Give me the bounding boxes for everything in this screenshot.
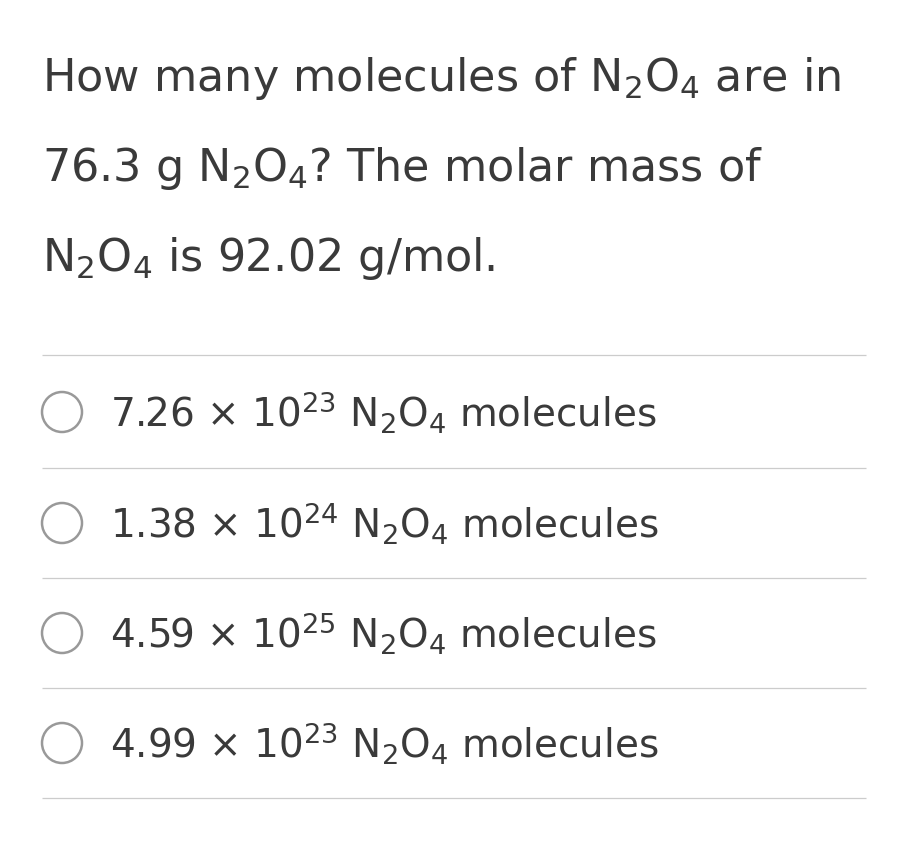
Text: How many molecules of $\mathregular{N_2O_4}$ are in: How many molecules of $\mathregular{N_2O… bbox=[42, 55, 841, 102]
Text: $\mathregular{N_2O_4}$ is 92.02 g/mol.: $\mathregular{N_2O_4}$ is 92.02 g/mol. bbox=[42, 235, 496, 282]
Text: 76.3 g $\mathregular{N_2O_4}$? The molar mass of: 76.3 g $\mathregular{N_2O_4}$? The molar… bbox=[42, 145, 763, 192]
Text: 4.59 $\times$ 10$^{25}$ $\mathregular{N_2O_4}$ molecules: 4.59 $\times$ 10$^{25}$ $\mathregular{N_… bbox=[110, 610, 656, 656]
Text: 7.26 $\times$ 10$^{23}$ $\mathregular{N_2O_4}$ molecules: 7.26 $\times$ 10$^{23}$ $\mathregular{N_… bbox=[110, 389, 656, 435]
Text: 4.99 $\times$ 10$^{23}$ $\mathregular{N_2O_4}$ molecules: 4.99 $\times$ 10$^{23}$ $\mathregular{N_… bbox=[110, 720, 658, 766]
Text: 1.38 $\times$ 10$^{24}$ $\mathregular{N_2O_4}$ molecules: 1.38 $\times$ 10$^{24}$ $\mathregular{N_… bbox=[110, 500, 658, 546]
